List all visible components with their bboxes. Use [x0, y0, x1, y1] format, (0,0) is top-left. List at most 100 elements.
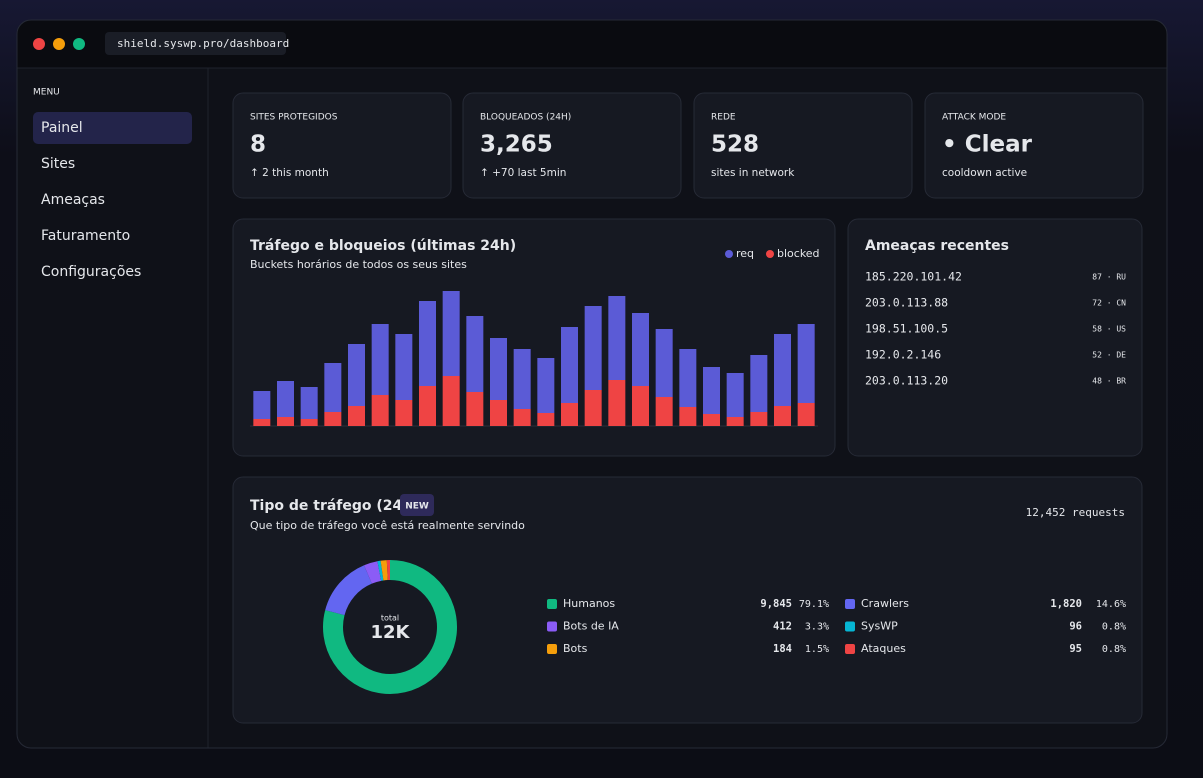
bar — [797, 324, 815, 403]
legend-label: req — [736, 247, 754, 260]
stat-card — [462, 92, 682, 199]
legend-swatch — [845, 621, 855, 632]
threat-ip[interactable]: 185.220.101.42 — [865, 270, 962, 284]
legend-share: 3.3% — [805, 622, 829, 633]
bar — [513, 409, 531, 426]
chart-subtitle: Que tipo de tráfego você está realmente … — [250, 519, 525, 532]
bar — [537, 413, 555, 426]
window-border — [16, 19, 1168, 749]
threat-meta: 52 · DE — [1092, 351, 1126, 360]
bar — [608, 380, 626, 426]
stat-card — [232, 92, 452, 199]
bar — [490, 400, 507, 426]
legend-share: 0.8% — [1102, 644, 1126, 655]
url: shield.syswp.pro/dashboard — [117, 37, 289, 50]
bar — [797, 403, 815, 426]
legend-value: 9,845 — [760, 598, 792, 610]
legend-share: 14.6% — [1096, 599, 1126, 610]
bar — [324, 363, 342, 412]
threat-ip[interactable]: 192.0.2.146 — [865, 348, 941, 362]
bar — [395, 400, 413, 426]
bar — [466, 392, 484, 426]
card — [847, 218, 1143, 457]
bar — [253, 391, 271, 419]
legend-swatch — [547, 644, 557, 654]
donut-slice — [325, 565, 373, 616]
badge-text: NEW — [405, 502, 429, 512]
bar — [490, 338, 507, 400]
bar — [348, 344, 365, 406]
bar — [632, 386, 649, 426]
stat-label: BLOQUEADOS (24H) — [480, 113, 571, 123]
bar — [679, 349, 697, 407]
chart-subtitle: Buckets horários de todos os seus sites — [250, 258, 467, 271]
bar — [679, 407, 697, 426]
bar — [655, 329, 673, 397]
stat-card — [924, 92, 1144, 199]
bar — [466, 316, 484, 392]
legend-swatch — [547, 621, 557, 632]
legend-swatch — [845, 644, 855, 654]
minimize-button[interactable] — [53, 38, 65, 50]
stat-note: cooldown active — [942, 167, 1027, 179]
legend-label: Bots de IA — [563, 620, 619, 633]
legend-swatch — [547, 599, 557, 609]
stat-note: ↑ +70 last 5min — [480, 167, 566, 179]
maximize-button[interactable] — [73, 38, 85, 50]
legend-label: Ataques — [861, 642, 906, 655]
bar — [300, 387, 318, 419]
url-bar[interactable] — [105, 32, 286, 55]
bar — [395, 334, 413, 400]
bar — [371, 324, 389, 395]
threat-meta: 48 · BR — [1092, 377, 1126, 386]
total-label: total — [381, 614, 399, 623]
bar — [655, 397, 673, 426]
menu-item[interactable]: Painel — [41, 120, 83, 136]
menu-item[interactable]: Ameaças — [41, 192, 105, 208]
total: 12K — [371, 622, 411, 643]
bar — [750, 355, 768, 412]
legend-dot — [725, 250, 733, 258]
bar — [726, 373, 744, 417]
donut-slice — [364, 561, 382, 584]
bar — [537, 358, 555, 413]
threat-ip[interactable]: 203.0.113.88 — [865, 296, 948, 310]
menu-title: MENU — [33, 88, 60, 98]
legend-value: 184 — [773, 643, 792, 655]
legend-swatch — [845, 599, 855, 609]
badge — [400, 494, 434, 516]
legend-value: 412 — [773, 621, 792, 633]
bar — [561, 327, 578, 403]
legend-dot — [766, 250, 774, 258]
threat-meta: 87 · RU — [1092, 273, 1126, 282]
legend-label: Crawlers — [861, 597, 909, 610]
bar — [703, 367, 720, 414]
bar — [324, 412, 342, 426]
threat-meta: 58 · US — [1092, 325, 1126, 334]
bar — [277, 381, 294, 417]
legend-label: SysWP — [861, 620, 898, 633]
legend-label: blocked — [777, 247, 820, 260]
threats-title: Ameaças recentes — [865, 238, 1009, 254]
bar — [442, 291, 460, 376]
stat-value: 528 — [711, 132, 759, 158]
stat-label: REDE — [711, 113, 736, 123]
legend-label: Bots — [563, 642, 588, 655]
bar — [419, 386, 436, 426]
stat-value: • Clear — [942, 132, 1033, 158]
bar — [513, 349, 531, 409]
close-button[interactable] — [33, 38, 45, 50]
menu-item[interactable]: Configurações — [41, 264, 141, 280]
bar — [561, 403, 578, 426]
threat-ip[interactable]: 198.51.100.5 — [865, 322, 948, 336]
summary: 12,452 requests — [1026, 506, 1125, 519]
threat-ip[interactable]: 203.0.113.20 — [865, 374, 948, 388]
bar — [774, 334, 791, 406]
bar — [371, 395, 389, 426]
menu-item[interactable]: Faturamento — [41, 228, 130, 244]
bar — [419, 301, 436, 386]
card — [232, 476, 1143, 724]
menu-item[interactable]: Sites — [41, 156, 75, 172]
legend-value: 96 — [1069, 621, 1082, 633]
legend-share: 0.8% — [1102, 622, 1126, 633]
